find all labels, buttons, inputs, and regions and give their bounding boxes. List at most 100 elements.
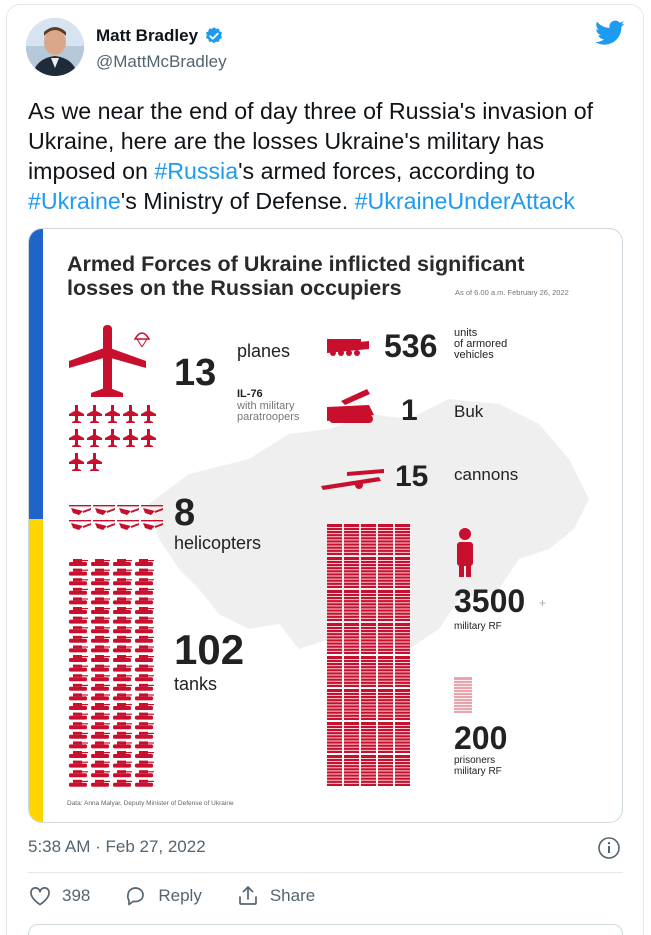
plane-icon [69, 325, 146, 397]
like-button[interactable]: 398 [28, 884, 90, 908]
tank-icon [113, 626, 132, 634]
reply-compose-box[interactable] [28, 924, 623, 935]
tank-icon [91, 712, 110, 720]
tweet-actions: 398 Reply Share [28, 884, 349, 908]
author-handle[interactable]: @MattMcBradley [96, 52, 227, 71]
soldier-block [327, 689, 342, 720]
prisoners-value: 200 [454, 720, 507, 756]
armored-value: 536 [384, 328, 437, 364]
soldier-block [327, 755, 342, 786]
helicopter-icon [117, 505, 139, 515]
tank-icon [113, 770, 132, 778]
tank-icon [135, 559, 154, 566]
tank-icon [113, 559, 132, 566]
info-icon[interactable] [597, 836, 621, 860]
tank-icon [113, 616, 132, 624]
tank-icon [113, 703, 132, 710]
tank-icon [135, 674, 154, 682]
share-button[interactable]: Share [236, 884, 315, 908]
small-plane-icon [141, 405, 156, 423]
soldier-block [344, 722, 359, 753]
small-plane-icon [141, 429, 156, 447]
soldier-block [344, 689, 359, 720]
helicopter-icon [141, 505, 163, 515]
small-plane-icon [123, 405, 138, 423]
armored-vehicle-icon [327, 339, 369, 356]
tank-icon [69, 616, 88, 624]
tank-icon [113, 655, 132, 662]
small-planes-grid [69, 405, 156, 471]
soldier-block [327, 524, 342, 555]
tank-icon [135, 741, 154, 749]
author-name[interactable]: Matt Bradley [96, 26, 199, 45]
tank-icon [69, 722, 88, 730]
prisoners-icon-block [454, 677, 472, 713]
soldier-block [378, 557, 393, 588]
small-plane-icon [105, 405, 120, 423]
soldier-block [395, 524, 410, 555]
tank-icon [69, 664, 88, 672]
tanks-value: 102 [174, 626, 244, 673]
soldier-block [361, 557, 376, 588]
twitter-bird-icon[interactable] [595, 20, 625, 46]
soldiers-block-grid [327, 524, 410, 786]
tweet-text-segment: As we near the end of day three of Russi… [28, 98, 594, 184]
tank-icon [135, 751, 154, 758]
tank-icon [113, 664, 132, 672]
reply-label: Reply [158, 886, 202, 905]
share-icon [238, 886, 257, 905]
infographic-title-line2: losses on the Russian occupiers [67, 276, 402, 300]
tank-icon [69, 751, 88, 758]
soldier-block [395, 623, 410, 654]
soldier-block [378, 722, 393, 753]
helicopters-grid [69, 505, 163, 530]
soldier-block [344, 755, 359, 786]
armored-line2: of armored [454, 338, 507, 350]
tank-icon [113, 731, 132, 739]
reply-button[interactable]: Reply [124, 884, 202, 908]
tweet-text: As we near the end of day three of Russi… [28, 96, 628, 216]
tank-icon [135, 722, 154, 730]
tank-icon [113, 741, 132, 749]
avatar[interactable] [26, 18, 84, 76]
tank-icon [69, 770, 88, 778]
infographic-media[interactable]: Armed Forces of Ukraine inflicted signif… [28, 228, 623, 823]
soldier-block [344, 656, 359, 687]
tank-icon [69, 741, 88, 749]
tank-icon [69, 779, 88, 787]
soldier-block [395, 755, 410, 786]
military-value: 3500 [454, 583, 525, 619]
tank-icon [91, 693, 110, 701]
tank-icon [113, 635, 132, 643]
tank-icon [91, 683, 110, 691]
hashtag-link[interactable]: #Ukraine [28, 188, 121, 214]
small-plane-icon [69, 453, 84, 471]
tank-icon [113, 607, 132, 614]
small-plane-icon [87, 405, 102, 423]
il76-sub2: paratroopers [237, 411, 300, 423]
tank-icon [135, 712, 154, 720]
source-note: Data: Anna Malyar, Deputy Minister of De… [67, 800, 234, 807]
tank-icon [91, 568, 110, 576]
tank-icon [113, 779, 132, 787]
hashtag-link[interactable]: #Russia [154, 158, 239, 184]
tank-icon [91, 597, 110, 605]
tweet-timestamp[interactable]: 5:38 AM · Feb 27, 2022 [28, 837, 206, 856]
tank-icon [91, 760, 110, 768]
tank-icon [69, 760, 88, 768]
tank-icon [91, 587, 110, 595]
cannons-label: cannons [454, 465, 518, 484]
hashtag-link[interactable]: #UkraineUnderAttack [354, 188, 575, 214]
tank-icon [69, 587, 88, 595]
tank-icon [135, 635, 154, 643]
tanks-grid [69, 559, 154, 787]
verified-badge-icon [205, 27, 223, 44]
as-of-date: As of 6.00 a.m. February 26, 2022 [455, 288, 569, 297]
soldier-block [378, 656, 393, 687]
soldier-block [395, 557, 410, 588]
tank-icon [69, 568, 88, 576]
tank-icon [113, 693, 132, 701]
military-plus: + [539, 596, 546, 610]
tank-icon [135, 779, 154, 787]
avatar-photo-icon [26, 18, 84, 76]
